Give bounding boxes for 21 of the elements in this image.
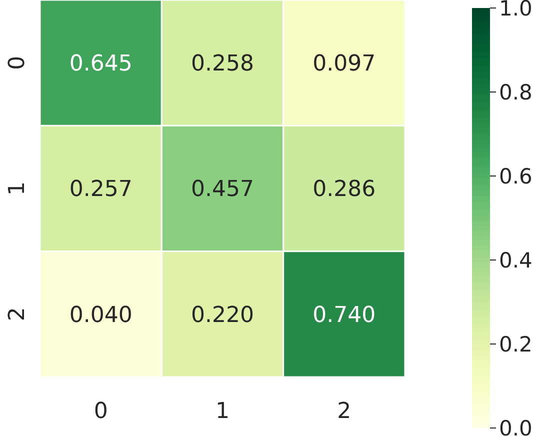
x-tick-label: 2 (337, 399, 352, 424)
data-label: 0.220 (191, 302, 254, 328)
color-bar-label: 0.8 (499, 80, 532, 104)
x-tick-label: 0 (94, 399, 108, 424)
data-label: 0.258 (191, 52, 254, 77)
data-label: 0.457 (191, 177, 254, 202)
color-bar-label: 0.2 (499, 332, 532, 356)
y-tick-label: 2 (5, 307, 30, 322)
y-tick-label: 1 (5, 182, 30, 196)
color-bar-label: 0.6 (499, 164, 532, 188)
color-bar-label: 0.0 (499, 416, 532, 437)
data-label: 0.097 (312, 52, 376, 77)
data-label: 0.740 (312, 302, 376, 328)
data-label: 0.257 (69, 177, 132, 202)
x-tick-label: 1 (216, 399, 230, 424)
color-bar-label: 1.0 (499, 0, 532, 20)
data-label: 0.645 (69, 52, 132, 77)
data-label: 0.286 (312, 177, 376, 202)
color-bar-label: 0.4 (499, 248, 532, 272)
y-tick-label: 0 (5, 56, 30, 70)
data-label: 0.040 (69, 302, 132, 328)
